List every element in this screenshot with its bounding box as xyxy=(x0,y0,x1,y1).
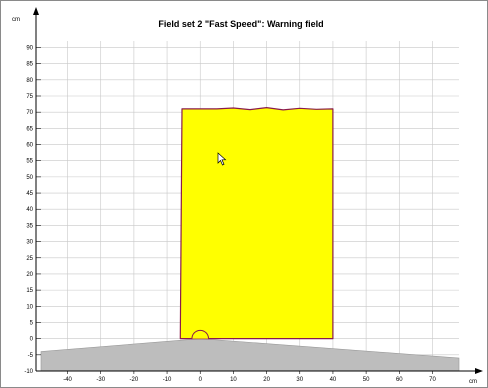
x-tick-label: -40 xyxy=(63,377,72,383)
warning-field-shape[interactable] xyxy=(179,106,334,340)
y-tick-label: 40 xyxy=(26,207,33,213)
x-tick-label: -30 xyxy=(96,377,105,383)
y-tick-label: 55 xyxy=(26,159,33,165)
y-tick-label: 65 xyxy=(26,126,33,132)
y-axis-ticks: -10 -5 0 5 10 15 20 25 30 35 40 45 50 55 60 65 70 75 80 85 9… xyxy=(24,45,41,375)
y-tick-label: 35 xyxy=(26,223,33,229)
x-axis-ticks: -40 -30 -20 -10 0 10 20 30 40 50 60 70 xyxy=(63,371,436,383)
y-tick-label: 75 xyxy=(26,94,33,100)
x-axis-arrow-icon xyxy=(475,368,483,374)
y-tick-label: 20 xyxy=(26,272,33,278)
y-tick-label: 60 xyxy=(26,143,33,149)
y-tick-label: 70 xyxy=(26,110,33,116)
x-tick-label: -10 xyxy=(163,377,172,383)
sensor-origin-marker xyxy=(191,329,210,339)
axes xyxy=(33,7,483,374)
y-tick-label: 85 xyxy=(26,62,33,68)
y-tick-label: -10 xyxy=(24,369,33,375)
x-tick-label: 50 xyxy=(363,377,370,383)
x-tick-label: 60 xyxy=(396,377,403,383)
x-tick-label: 40 xyxy=(330,377,337,383)
x-tick-label: 20 xyxy=(263,377,270,383)
y-tick-label: 25 xyxy=(26,256,33,262)
y-tick-label: 30 xyxy=(26,240,33,246)
y-tick-label: 15 xyxy=(26,288,33,294)
warning-field-area[interactable] xyxy=(179,106,334,340)
y-tick-label: 80 xyxy=(26,78,33,84)
y-axis-unit: cm xyxy=(12,17,20,23)
y-tick-label: 90 xyxy=(26,45,33,51)
x-tick-label: -20 xyxy=(130,377,139,383)
y-tick-label: 45 xyxy=(26,191,33,197)
y-tick-label: 0 xyxy=(30,337,34,343)
y-tick-label: 50 xyxy=(26,175,33,181)
y-tick-label: -5 xyxy=(28,353,34,359)
x-tick-label: 10 xyxy=(230,377,237,383)
blind-zone-shape xyxy=(40,338,460,372)
x-tick-label: 0 xyxy=(199,377,203,383)
y-tick-label: 5 xyxy=(30,320,34,326)
y-axis-arrow-icon xyxy=(33,7,39,15)
x-tick-label: 70 xyxy=(429,377,436,383)
mouse-pointer-icon xyxy=(217,152,227,166)
sensor-blind-zone xyxy=(40,338,460,372)
y-tick-label: 10 xyxy=(26,304,33,310)
x-axis-unit: cm xyxy=(469,379,477,385)
chart-title: Field set 2 "Fast Speed": Warning field xyxy=(158,19,323,29)
x-tick-label: 30 xyxy=(296,377,303,383)
